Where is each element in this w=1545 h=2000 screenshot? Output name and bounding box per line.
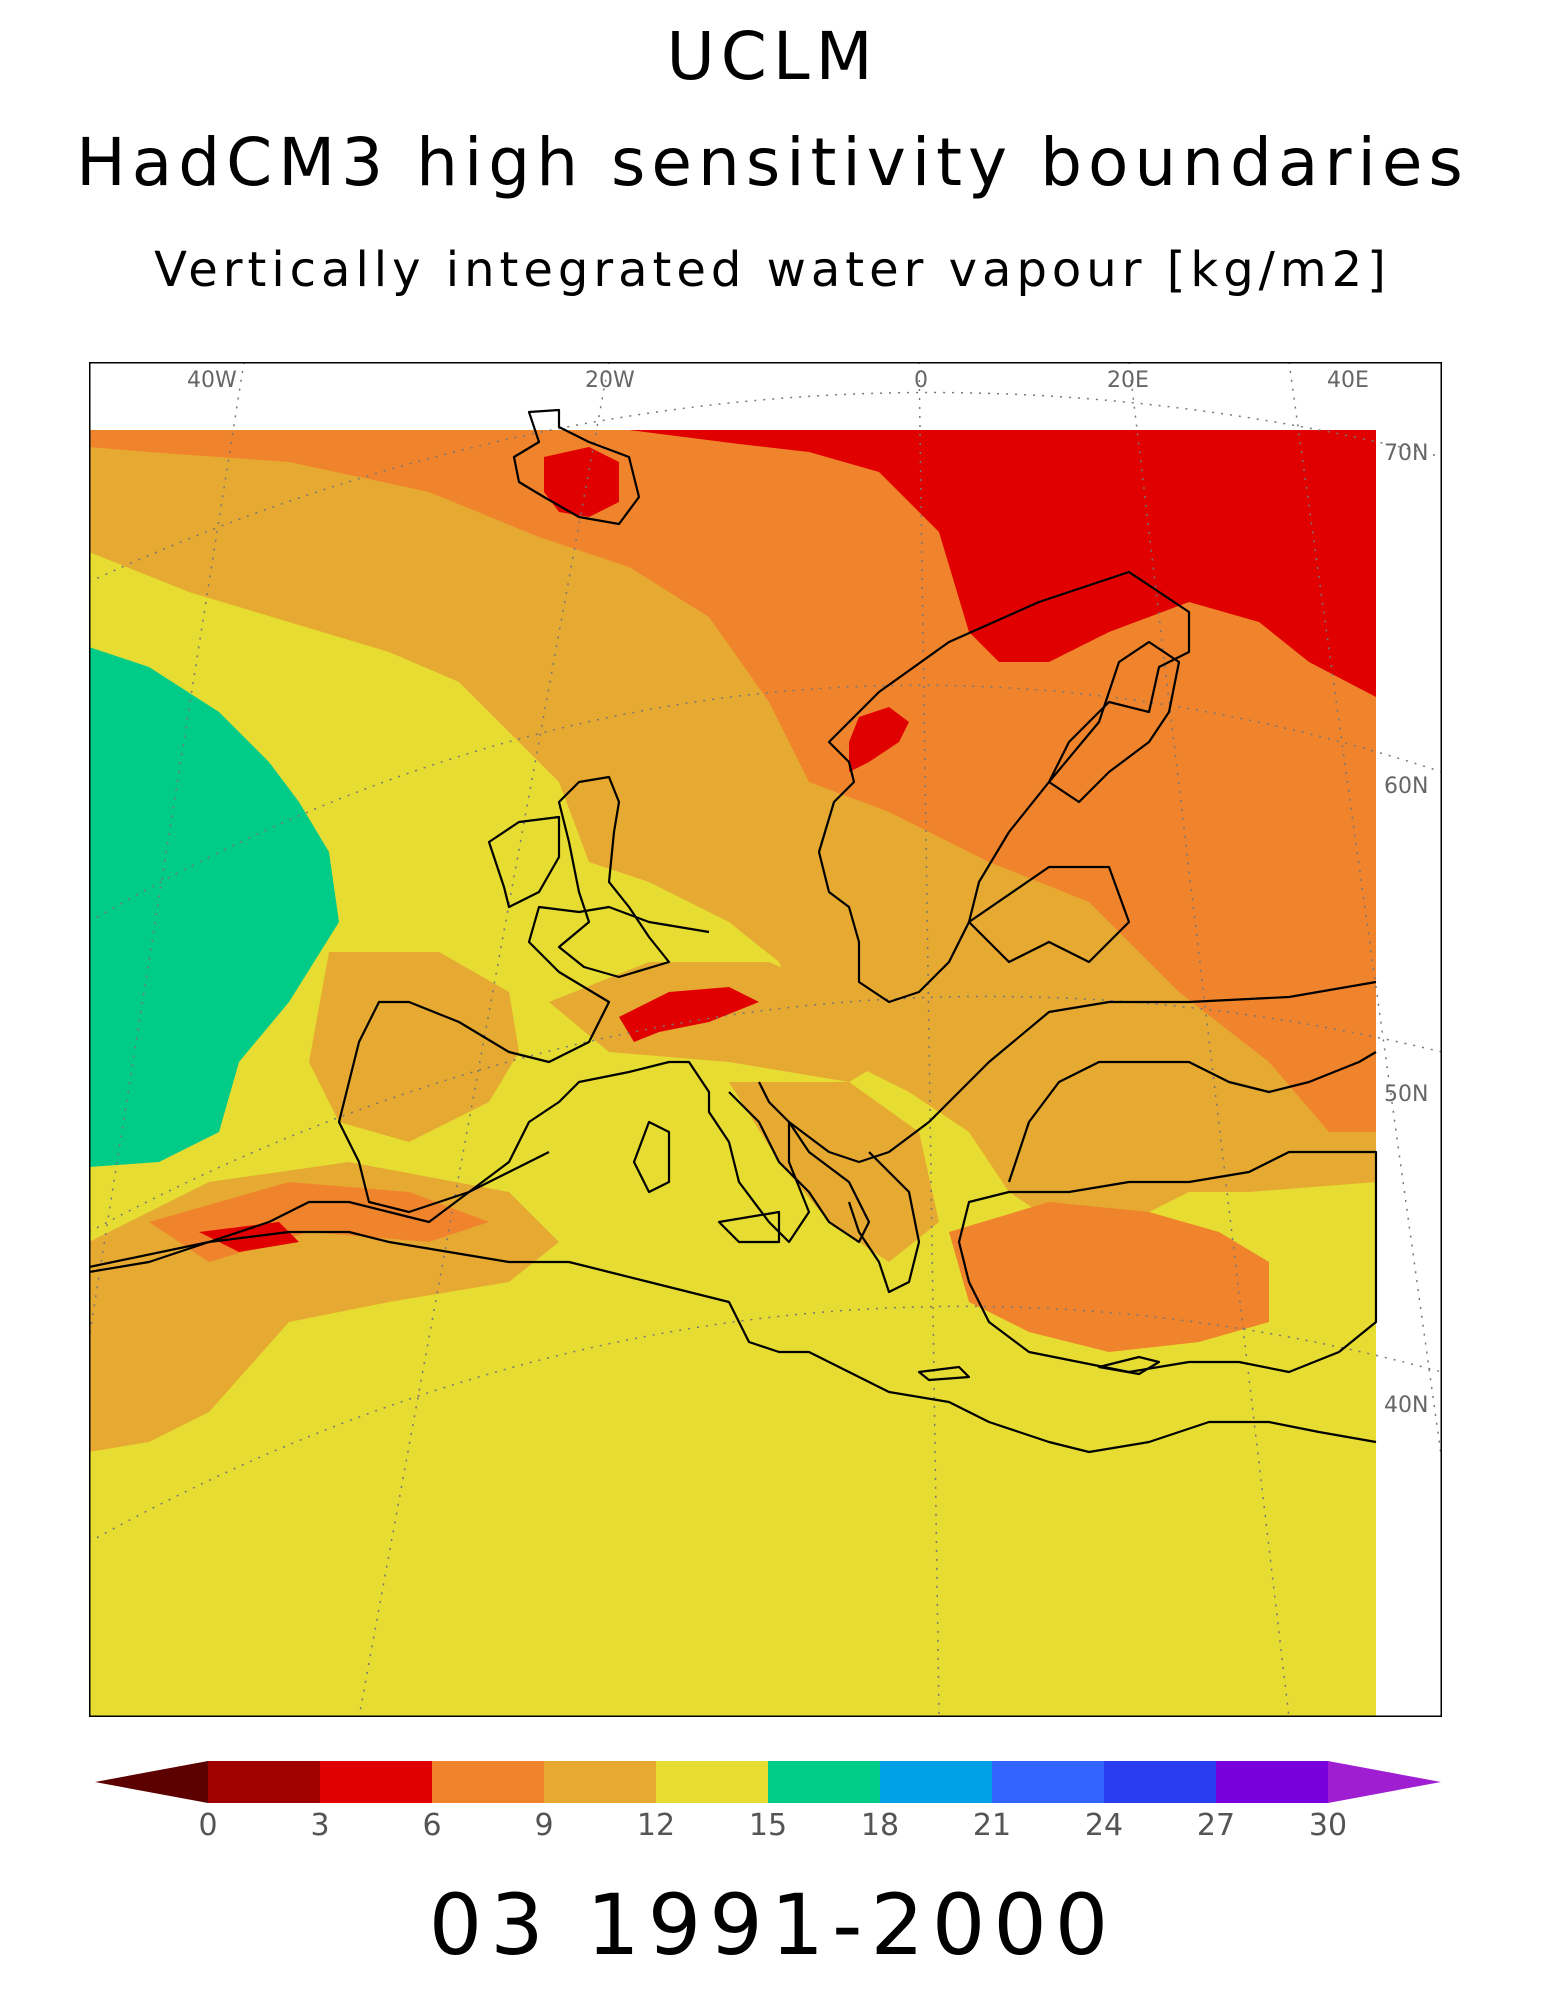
meridian-0 bbox=[918, 362, 940, 1717]
colorbar-box bbox=[1216, 1761, 1329, 1803]
water-vapour-field bbox=[89, 430, 1376, 1717]
title-experiment: HadCM3 high sensitivity boundaries bbox=[76, 124, 1469, 201]
field-band-15-18-atlantic bbox=[89, 647, 339, 1167]
coast-turkey bbox=[957, 1150, 1378, 1374]
coast-france-iberia bbox=[337, 905, 710, 1214]
colorbar-tick-label: 3 bbox=[310, 1808, 329, 1843]
parallel-40n bbox=[89, 1305, 1442, 1543]
colorbar-tick-label: 27 bbox=[1197, 1808, 1235, 1843]
field-band-3-6-north bbox=[629, 430, 1376, 697]
lat-label-60n: 60N bbox=[1384, 774, 1428, 799]
coast-mainland-west bbox=[89, 980, 1377, 1274]
colorbar-box bbox=[768, 1761, 881, 1803]
coast-greece bbox=[847, 1151, 921, 1294]
colorbar-box bbox=[880, 1761, 993, 1803]
lon-labels: 40W 20W 0 20E 40E bbox=[187, 368, 1369, 393]
colorbar-box bbox=[544, 1761, 657, 1803]
colorbar-box bbox=[656, 1761, 769, 1803]
title-variable: Vertically integrated water vapour [kg/m… bbox=[154, 242, 1391, 298]
colorbar-over-triangle bbox=[1328, 1761, 1441, 1803]
lon-label-40w: 40W bbox=[187, 368, 237, 393]
time-period: 03 1991-2000 bbox=[428, 1876, 1117, 1974]
colorbar-tick-label: 15 bbox=[749, 1808, 787, 1843]
coast-ireland bbox=[487, 815, 561, 909]
colorbar-box bbox=[320, 1761, 433, 1803]
lon-label-20e: 20E bbox=[1107, 368, 1149, 393]
coast-italy bbox=[728, 1081, 871, 1244]
lat-label-50n: 50N bbox=[1384, 1082, 1428, 1107]
lon-label-20w: 20W bbox=[585, 368, 635, 393]
coast-iceland bbox=[512, 408, 641, 526]
coast-black-sea bbox=[1007, 1051, 1377, 1183]
field-anatolia-uplands bbox=[949, 1202, 1269, 1352]
colorbar-tick-label: 12 bbox=[637, 1808, 675, 1843]
colorbar-tick-label: 18 bbox=[861, 1808, 899, 1843]
coast-sardinia bbox=[632, 1120, 671, 1194]
colorbar-tick-label: 6 bbox=[422, 1808, 441, 1843]
parallel-60n bbox=[89, 684, 1442, 923]
lon-label-40e: 40E bbox=[1327, 368, 1369, 393]
title-institution: UCLM bbox=[666, 18, 879, 95]
colorbar-tick-label: 21 bbox=[973, 1808, 1011, 1843]
field-iberia-uplands bbox=[309, 952, 519, 1142]
colorbar: 0 3 6 9 12 15 18 21 24 27 30 bbox=[95, 1761, 1441, 1843]
field-band-12-15 bbox=[89, 552, 1376, 1717]
colorbar-box bbox=[992, 1761, 1105, 1803]
graticule bbox=[89, 362, 1442, 1717]
parallel-50n bbox=[89, 995, 1442, 1233]
map-frame bbox=[89, 362, 1442, 1717]
colorbar-tick-label: 9 bbox=[534, 1808, 553, 1843]
colorbar-under-triangle bbox=[95, 1761, 208, 1803]
coast-sicily bbox=[717, 1210, 781, 1244]
lat-labels: 70N 60N 50N 40N bbox=[1384, 441, 1428, 1418]
coast-scandinavia bbox=[817, 570, 1191, 1004]
field-iceland-high bbox=[544, 447, 619, 517]
field-alps-uplands bbox=[549, 962, 899, 1082]
colorbar-tick-label: 24 bbox=[1085, 1808, 1123, 1843]
map-panel: 40W 20W 0 20E 40E 70N 60N 50N 40N bbox=[89, 362, 1442, 1717]
coast-crete bbox=[917, 1365, 971, 1382]
lon-label-0: 0 bbox=[914, 368, 928, 393]
map-top-margin bbox=[89, 362, 1442, 430]
coast-britain bbox=[557, 775, 671, 979]
coastlines bbox=[89, 408, 1378, 1454]
colorbar-box bbox=[208, 1761, 321, 1803]
colorbar-tick-label: 30 bbox=[1309, 1808, 1347, 1843]
coast-cyprus bbox=[1097, 1355, 1161, 1376]
coast-baltic bbox=[967, 865, 1131, 964]
coast-north-africa bbox=[89, 1230, 1377, 1454]
colorbar-box bbox=[432, 1761, 545, 1803]
lat-label-40n: 40N bbox=[1384, 1393, 1428, 1418]
colorbar-box bbox=[1104, 1761, 1217, 1803]
field-scandinavia-high bbox=[849, 707, 909, 772]
lat-label-70n: 70N bbox=[1384, 441, 1428, 466]
coast-finland bbox=[1047, 640, 1181, 804]
meridian-40w bbox=[89, 362, 245, 1344]
colorbar-tick-label: 0 bbox=[198, 1808, 217, 1843]
